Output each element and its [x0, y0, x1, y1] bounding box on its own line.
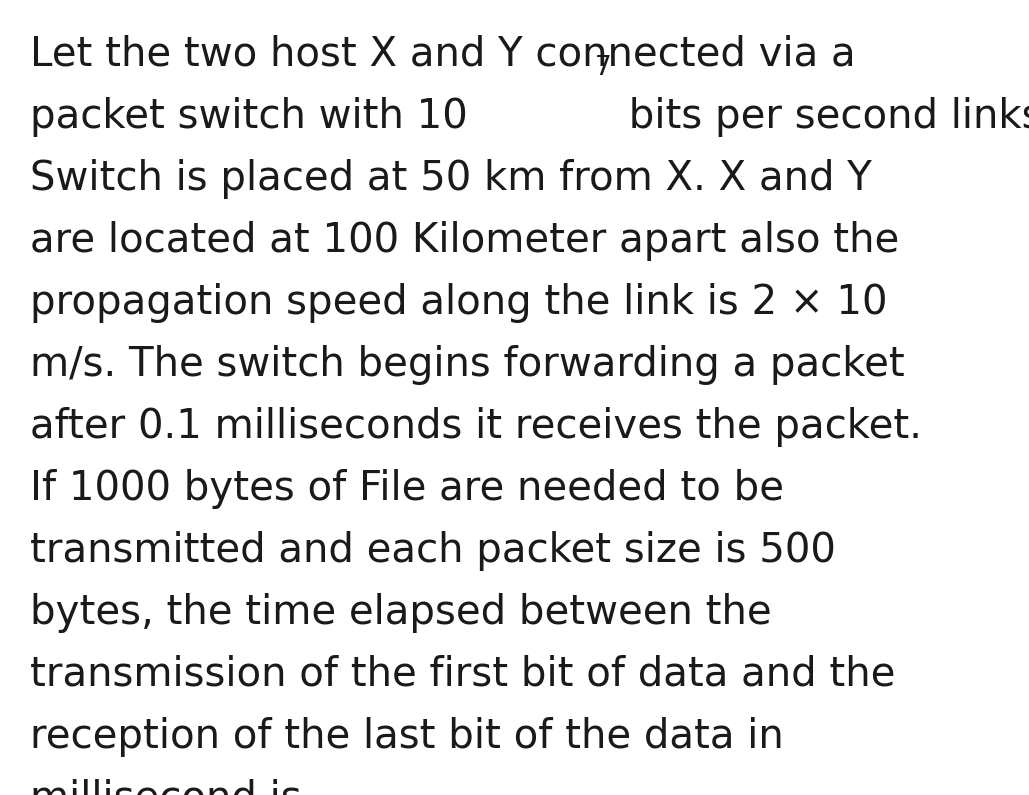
Text: Switch is placed at 50 km from X. X and Y: Switch is placed at 50 km from X. X and … — [30, 159, 872, 199]
Text: millisecond is: millisecond is — [30, 779, 315, 795]
Text: .: . — [527, 779, 539, 795]
Text: transmitted and each packet size is 500: transmitted and each packet size is 500 — [30, 531, 836, 571]
Text: Let the two host X and Y connected via a: Let the two host X and Y connected via a — [30, 35, 856, 75]
Text: after 0.1 milliseconds it receives the packet.: after 0.1 milliseconds it receives the p… — [30, 407, 922, 447]
Text: propagation speed along the link is 2 × 10: propagation speed along the link is 2 × … — [30, 283, 887, 323]
Text: m/s. The switch begins forwarding a packet: m/s. The switch begins forwarding a pack… — [30, 345, 904, 385]
Text: 7: 7 — [595, 55, 611, 81]
Text: transmission of the first bit of data and the: transmission of the first bit of data an… — [30, 655, 895, 695]
Text: reception of the last bit of the data in: reception of the last bit of the data in — [30, 717, 784, 757]
Text: are located at 100 Kilometer apart also the: are located at 100 Kilometer apart also … — [30, 221, 899, 261]
Text: bytes, the time elapsed between the: bytes, the time elapsed between the — [30, 593, 772, 633]
Text: _____: _____ — [397, 779, 498, 795]
Text: packet switch with 10: packet switch with 10 — [30, 97, 468, 137]
Text: If 1000 bytes of File are needed to be: If 1000 bytes of File are needed to be — [30, 469, 784, 509]
Text: bits per second links.: bits per second links. — [616, 97, 1029, 137]
